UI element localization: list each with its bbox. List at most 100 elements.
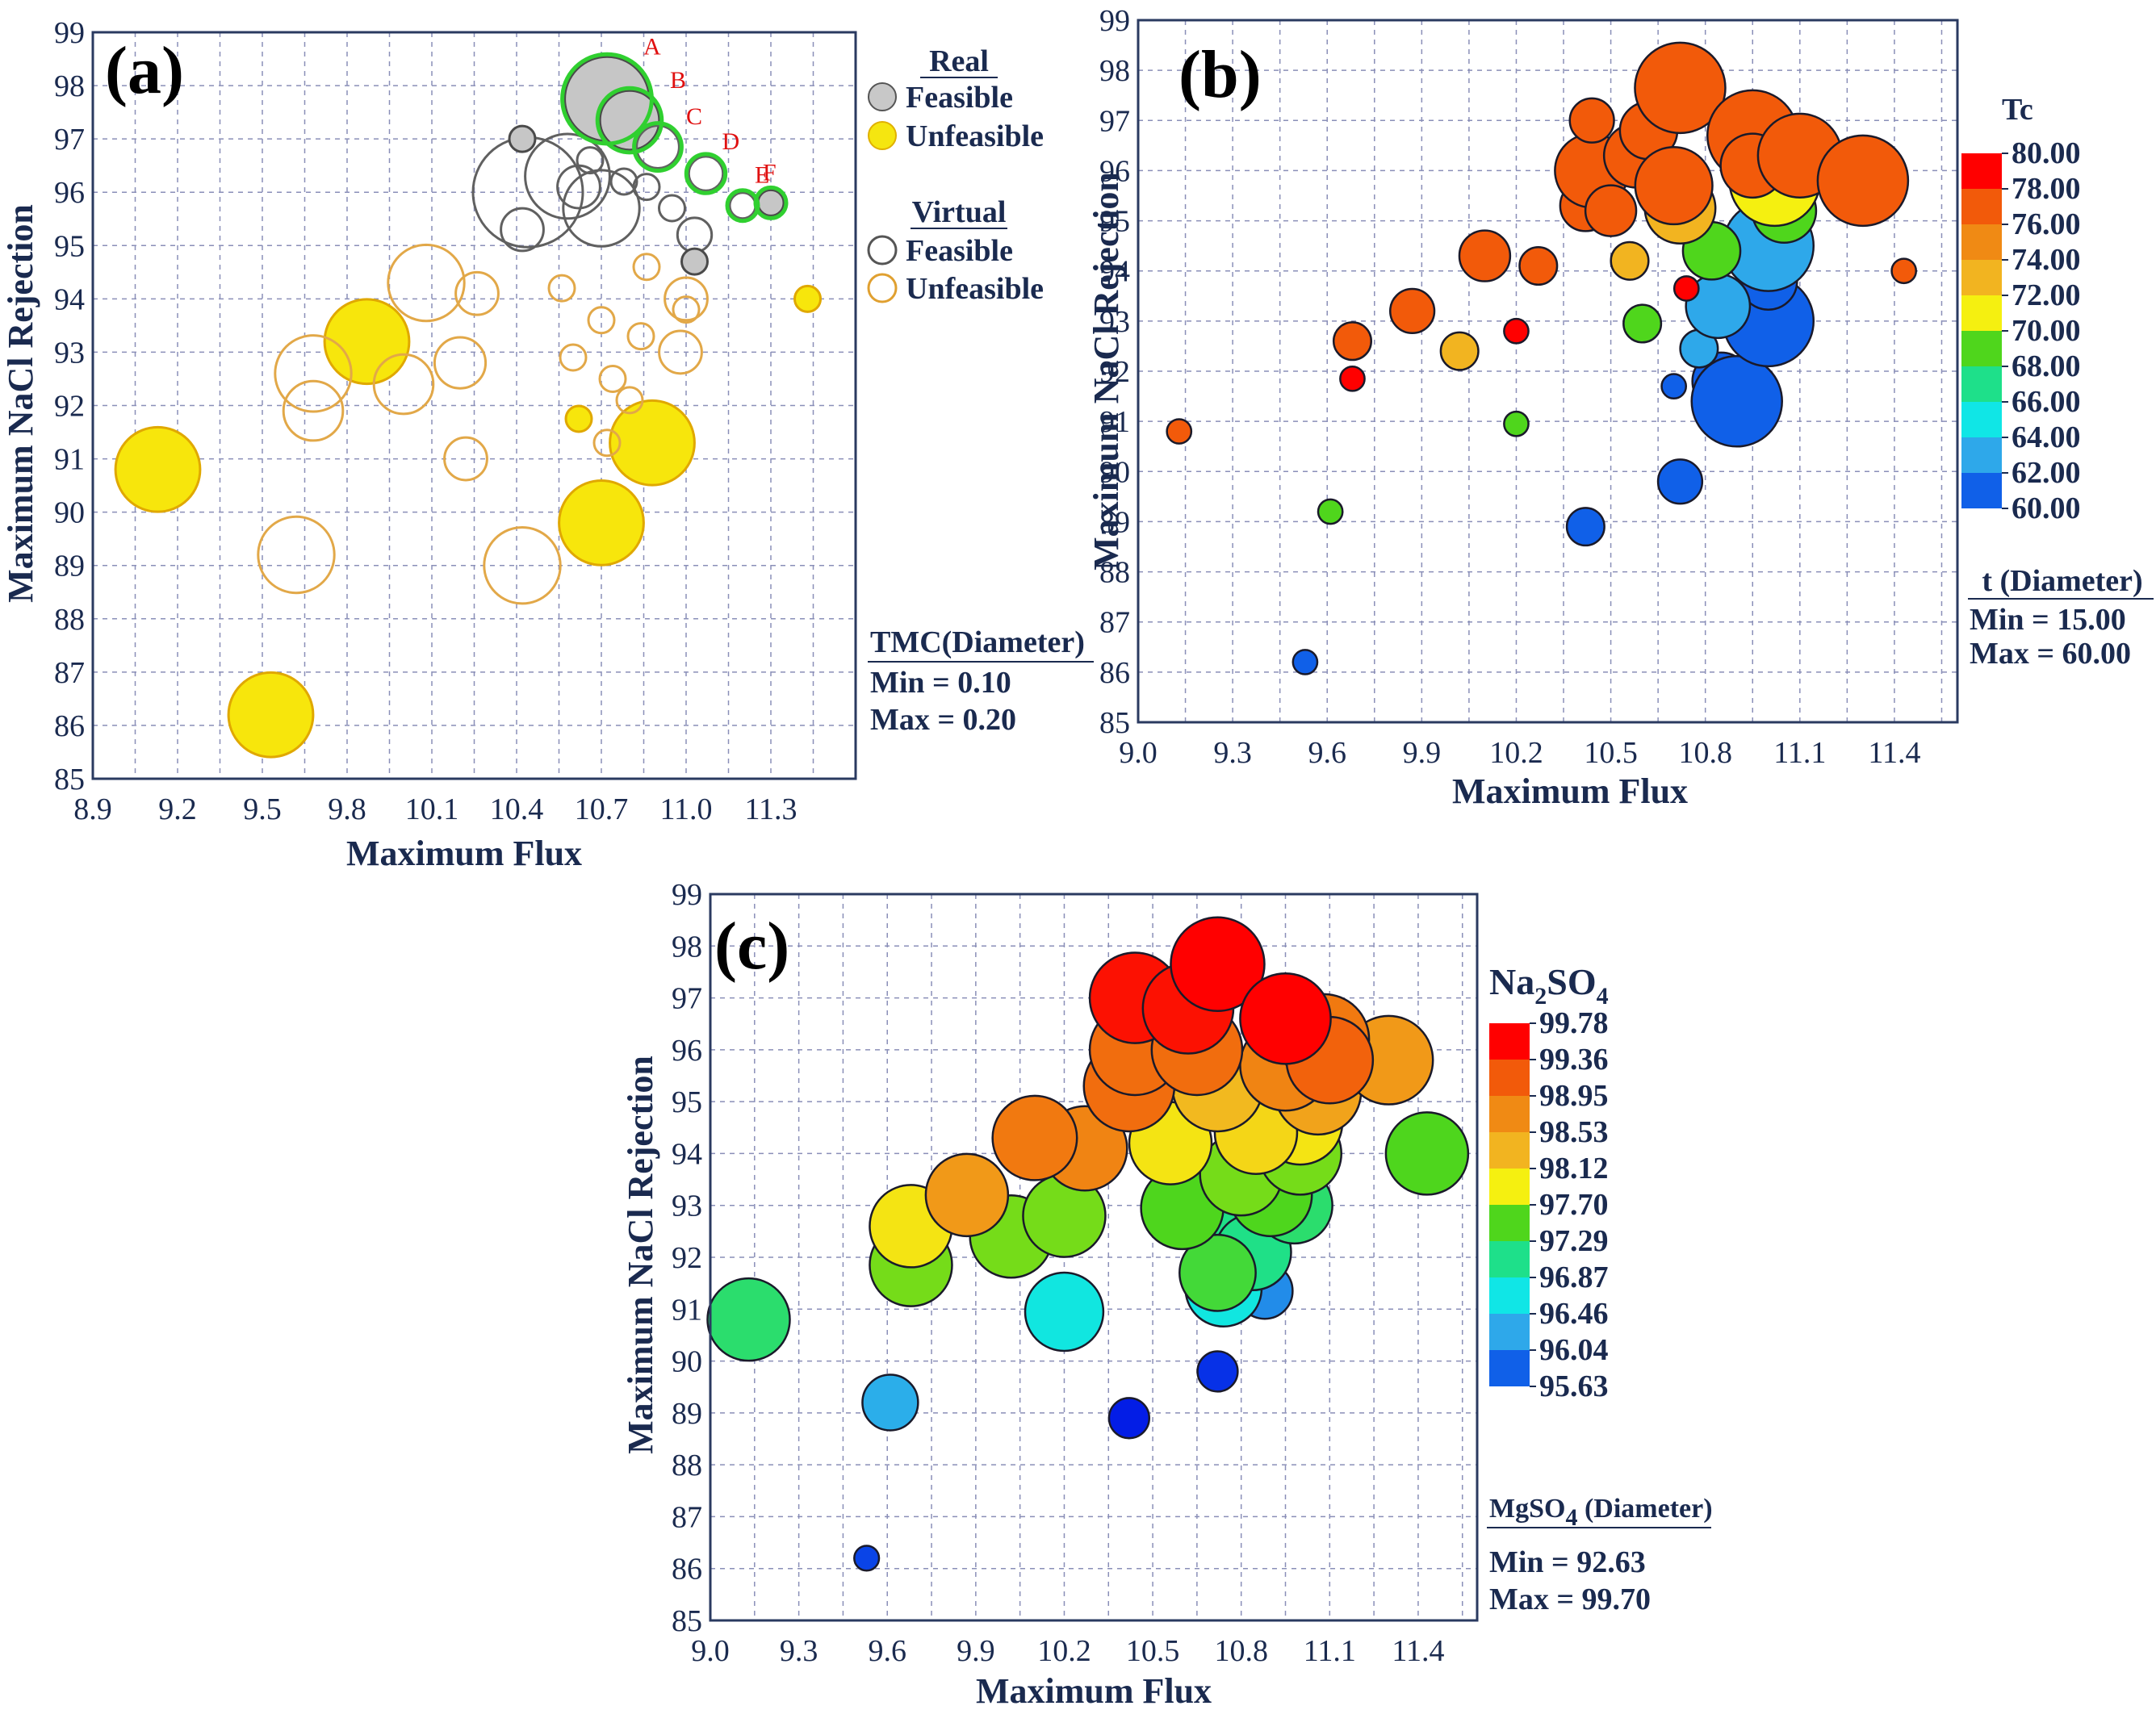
legend-real-title: Real <box>929 44 989 78</box>
bubble-point <box>1196 1350 1239 1393</box>
x-tick-label: 10.1 <box>405 792 459 826</box>
y-tick-label: 87 <box>672 1500 702 1534</box>
x-tick-label: 11.4 <box>1392 1634 1444 1668</box>
point-virtual-unfeasible <box>547 274 576 303</box>
size-legend-title-b: t (Diameter) <box>1982 564 2142 598</box>
ticks-c: 9.0 9.3 9.6 9.9 10.2 10.5 10.8 11.1 11.4 85 86 87 88… <box>672 878 1444 1668</box>
highlight-ring <box>753 185 789 220</box>
colorbar-label: 80.00 <box>2012 136 2081 170</box>
colorbar-title-c-sub2: 4 <box>1597 983 1609 1010</box>
size-legend-title-c-part1: MgSO <box>1489 1494 1565 1524</box>
y-axis-label-b: Maximum NaCl Rejection <box>1086 172 1126 571</box>
point-virtual-unfeasible <box>454 270 500 316</box>
bubble-point <box>1439 331 1480 371</box>
point-virtual-feasible <box>562 169 641 248</box>
colorbar-segment <box>1489 1023 1530 1060</box>
bubble-point <box>1672 275 1700 302</box>
y-tick-label: 88 <box>672 1449 702 1482</box>
y-tick-label: 95 <box>54 229 85 263</box>
highlight-ring <box>595 86 664 155</box>
legend-real-unfeasible: Unfeasible <box>906 119 1044 153</box>
y-tick-label: 86 <box>1099 656 1130 690</box>
bubble-point <box>1622 303 1663 344</box>
annotation-label: F <box>763 159 777 186</box>
point-real-unfeasible <box>114 425 202 513</box>
point-virtual-feasible <box>635 124 680 169</box>
y-axis-label-a: Maximum NaCl Rejection <box>1 204 40 603</box>
y-tick-label: 90 <box>672 1345 702 1379</box>
x-tick-label: 9.6 <box>1308 736 1346 770</box>
colorbar-segment <box>1489 1205 1530 1241</box>
y-tick-label: 97 <box>1099 104 1130 138</box>
colorbar-label: 96.87 <box>1539 1261 1609 1294</box>
y-tick-label: 95 <box>1099 205 1130 239</box>
size-legend-title-c-sub: 4 <box>1565 1504 1577 1531</box>
x-axis-label-a: Maximum Flux <box>346 834 582 873</box>
point-virtual-unfeasible <box>274 334 353 413</box>
y-tick-label: 86 <box>54 709 85 743</box>
y-tick-label: 88 <box>54 603 85 637</box>
bubble-point <box>1634 145 1714 226</box>
point-virtual-unfeasible <box>626 322 655 351</box>
legend-real-feasible-marker <box>868 82 897 111</box>
bubble-point <box>1384 1111 1470 1196</box>
y-tick-label: 92 <box>54 390 85 424</box>
y-tick-label: 99 <box>672 878 702 912</box>
bubble-point <box>1890 257 1917 285</box>
x-tick-label: 9.3 <box>1213 736 1252 770</box>
bubble-point <box>991 1094 1078 1181</box>
size-legend-title-c-rest: (Diameter) <box>1577 1494 1712 1524</box>
bubble-point <box>1178 1233 1257 1312</box>
panel-a: 8.9 9.2 9.5 9.8 10.1 10.4 10.7 11.0 11.3 85 86 87 88… <box>1 16 1094 873</box>
x-tick-label: 11.1 <box>1304 1634 1356 1668</box>
points-c <box>706 916 1470 1572</box>
bubble-point <box>861 1373 919 1432</box>
bubble-point <box>1634 41 1727 135</box>
x-tick-label: 9.6 <box>868 1634 906 1668</box>
colorbar-segment <box>1961 473 2002 508</box>
ticks-b: 9.0 9.3 9.6 9.9 10.2 10.5 10.8 11.1 11.4 85 86 87 88… <box>1099 4 1920 770</box>
colorbar-segment <box>1961 224 2002 260</box>
colorbar-label: 68.00 <box>2012 349 2081 383</box>
x-tick-label: 11.4 <box>1868 736 1920 770</box>
x-tick-label: 9.8 <box>328 792 366 826</box>
ticks-a: 8.9 9.2 9.5 9.8 10.1 10.4 10.7 11.0 11.3 85 86 87 88… <box>54 16 798 826</box>
point-real-unfeasible <box>323 298 411 386</box>
colorbar-segment <box>1961 260 2002 295</box>
point-virtual-unfeasible <box>483 526 562 605</box>
point-virtual-unfeasible <box>372 353 435 416</box>
x-tick-label: 10.7 <box>575 792 629 826</box>
panel-c: 9.0 9.3 9.6 9.9 10.2 10.5 10.8 11.1 11.4 85 86 87 88… <box>621 878 1713 1710</box>
points-b <box>1166 41 1917 675</box>
bubble-point <box>1503 410 1530 437</box>
colorbar-b: 80.0078.0076.0074.0072.0070.0068.0066.00… <box>1961 136 2081 525</box>
bubble-point <box>1332 321 1373 362</box>
y-tick-label: 87 <box>1099 606 1130 640</box>
colorbar-title-c-sub1: 2 <box>1534 983 1547 1010</box>
y-tick-label: 98 <box>1099 54 1130 88</box>
bubble-point <box>1656 458 1704 505</box>
point-virtual-unfeasible <box>598 364 627 393</box>
size-legend-title-a: TMC(Diameter) <box>870 625 1085 659</box>
bubble-point <box>1503 317 1530 345</box>
y-tick-label: 87 <box>54 656 85 690</box>
annotation-label: E <box>755 162 769 189</box>
point-real-unfeasible <box>609 399 696 487</box>
y-tick-label: 86 <box>672 1553 702 1587</box>
size-legend-max-a: Max = 0.20 <box>870 703 1016 737</box>
colorbar-label: 66.00 <box>2012 385 2081 419</box>
colorbar-label: 98.53 <box>1539 1115 1609 1149</box>
point-real-feasible <box>598 89 661 152</box>
y-tick-label: 85 <box>672 1604 702 1638</box>
y-tick-label: 92 <box>672 1241 702 1275</box>
plot-frame-b <box>1137 19 1959 724</box>
bubble-point <box>1518 245 1559 286</box>
y-tick-label: 99 <box>1099 4 1130 38</box>
colorbar-label: 97.70 <box>1539 1188 1609 1222</box>
colorbar-label: 98.12 <box>1539 1152 1609 1185</box>
point-real-feasible <box>756 188 785 217</box>
y-tick-label: 93 <box>54 336 85 370</box>
points-a <box>114 52 822 759</box>
x-tick-label: 8.9 <box>73 792 112 826</box>
